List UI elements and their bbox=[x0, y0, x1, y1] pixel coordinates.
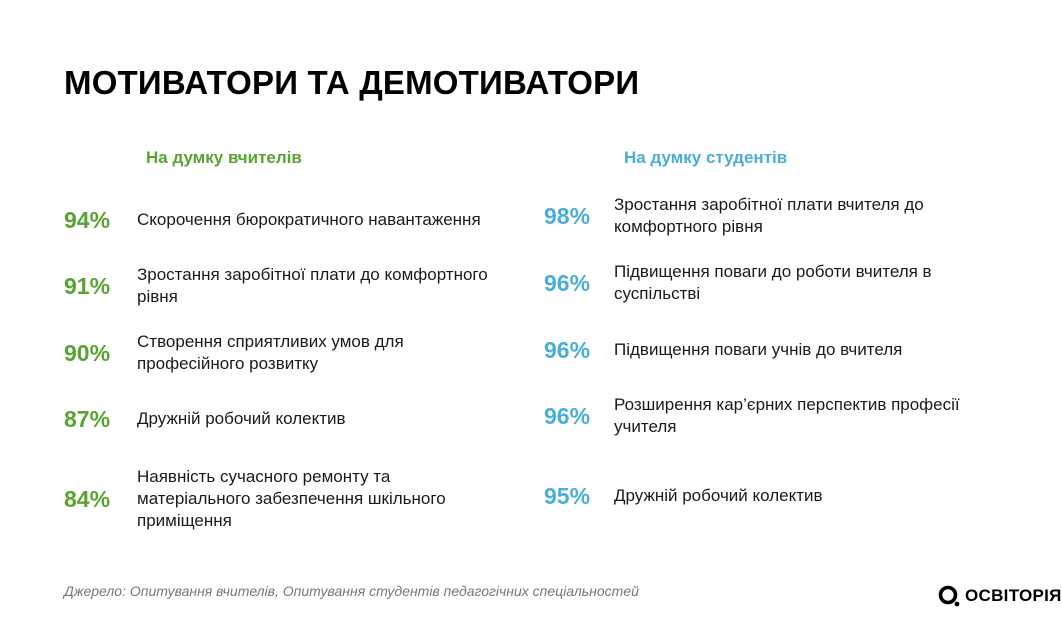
students-item: 96% Розширення кар’єрних перспектив проф… bbox=[544, 394, 974, 438]
students-item-percent: 96% bbox=[544, 269, 591, 296]
source-note: Джерело: Опитування вчителів, Опитування… bbox=[64, 583, 639, 599]
teachers-item-text: Дружній робочий колектив bbox=[137, 409, 346, 428]
students-item: 96% Підвищення поваги учнів до вчителя bbox=[544, 336, 974, 363]
teachers-item-text: Скорочення бюрократичного навантаження bbox=[137, 210, 481, 229]
teachers-item-percent: 94% bbox=[64, 206, 111, 233]
students-item-text: Підвищення поваги учнів до вчителя bbox=[614, 340, 903, 359]
teachers-item: 87% Дружній робочий колектив bbox=[64, 397, 497, 441]
students-item-percent: 96% bbox=[544, 336, 591, 363]
teachers-item-text: Зростання заробітної плати до комфортног… bbox=[137, 265, 488, 306]
students-item-text: Зростання заробітної плати вчителя до ко… bbox=[614, 195, 924, 236]
students-item-text: Підвищення поваги до роботи вчителя в су… bbox=[614, 262, 932, 303]
teachers-item: 94% Скорочення бюрократичного навантажен… bbox=[64, 198, 497, 242]
students-item-percent: 98% bbox=[544, 202, 591, 229]
students-column-heading: На думку студентів bbox=[624, 148, 788, 167]
teachers-item-percent: 84% bbox=[64, 485, 111, 512]
teachers-item-percent: 91% bbox=[64, 272, 111, 299]
osvitoria-logo-icon bbox=[938, 585, 960, 607]
page-title: МОТИВАТОРИ ТА ДЕМОТИВАТОРИ bbox=[64, 64, 640, 101]
teachers-item-percent: 90% bbox=[64, 339, 111, 366]
logo: ОСВІТОРІЯ bbox=[938, 585, 1062, 607]
students-item-percent: 95% bbox=[544, 482, 591, 509]
students-item-text: Розширення кар’єрних перспектив професії… bbox=[614, 395, 960, 436]
teachers-item-percent: 87% bbox=[64, 405, 111, 432]
teachers-item: 84% Наявність сучасного ремонту та матер… bbox=[64, 466, 497, 532]
students-item-percent: 96% bbox=[544, 402, 591, 429]
teachers-item-text: Створення сприятливих умов для професійн… bbox=[137, 332, 404, 373]
logo-text: ОСВІТОРІЯ bbox=[965, 586, 1062, 605]
students-item: 95% Дружній робочий колектив bbox=[544, 482, 974, 509]
teachers-item-text: Наявність сучасного ремонту та матеріаль… bbox=[137, 467, 446, 530]
teachers-item: 91% Зростання заробітної плати до комфор… bbox=[64, 264, 497, 308]
students-item: 98% Зростання заробітної плати вчителя д… bbox=[544, 194, 974, 238]
students-item-text: Дружній робочий колектив bbox=[614, 486, 823, 505]
teachers-item: 90% Створення сприятливих умов для профе… bbox=[64, 331, 497, 375]
teachers-column-heading: На думку вчителів bbox=[146, 148, 302, 167]
students-item: 96% Підвищення поваги до роботи вчителя … bbox=[544, 261, 974, 305]
